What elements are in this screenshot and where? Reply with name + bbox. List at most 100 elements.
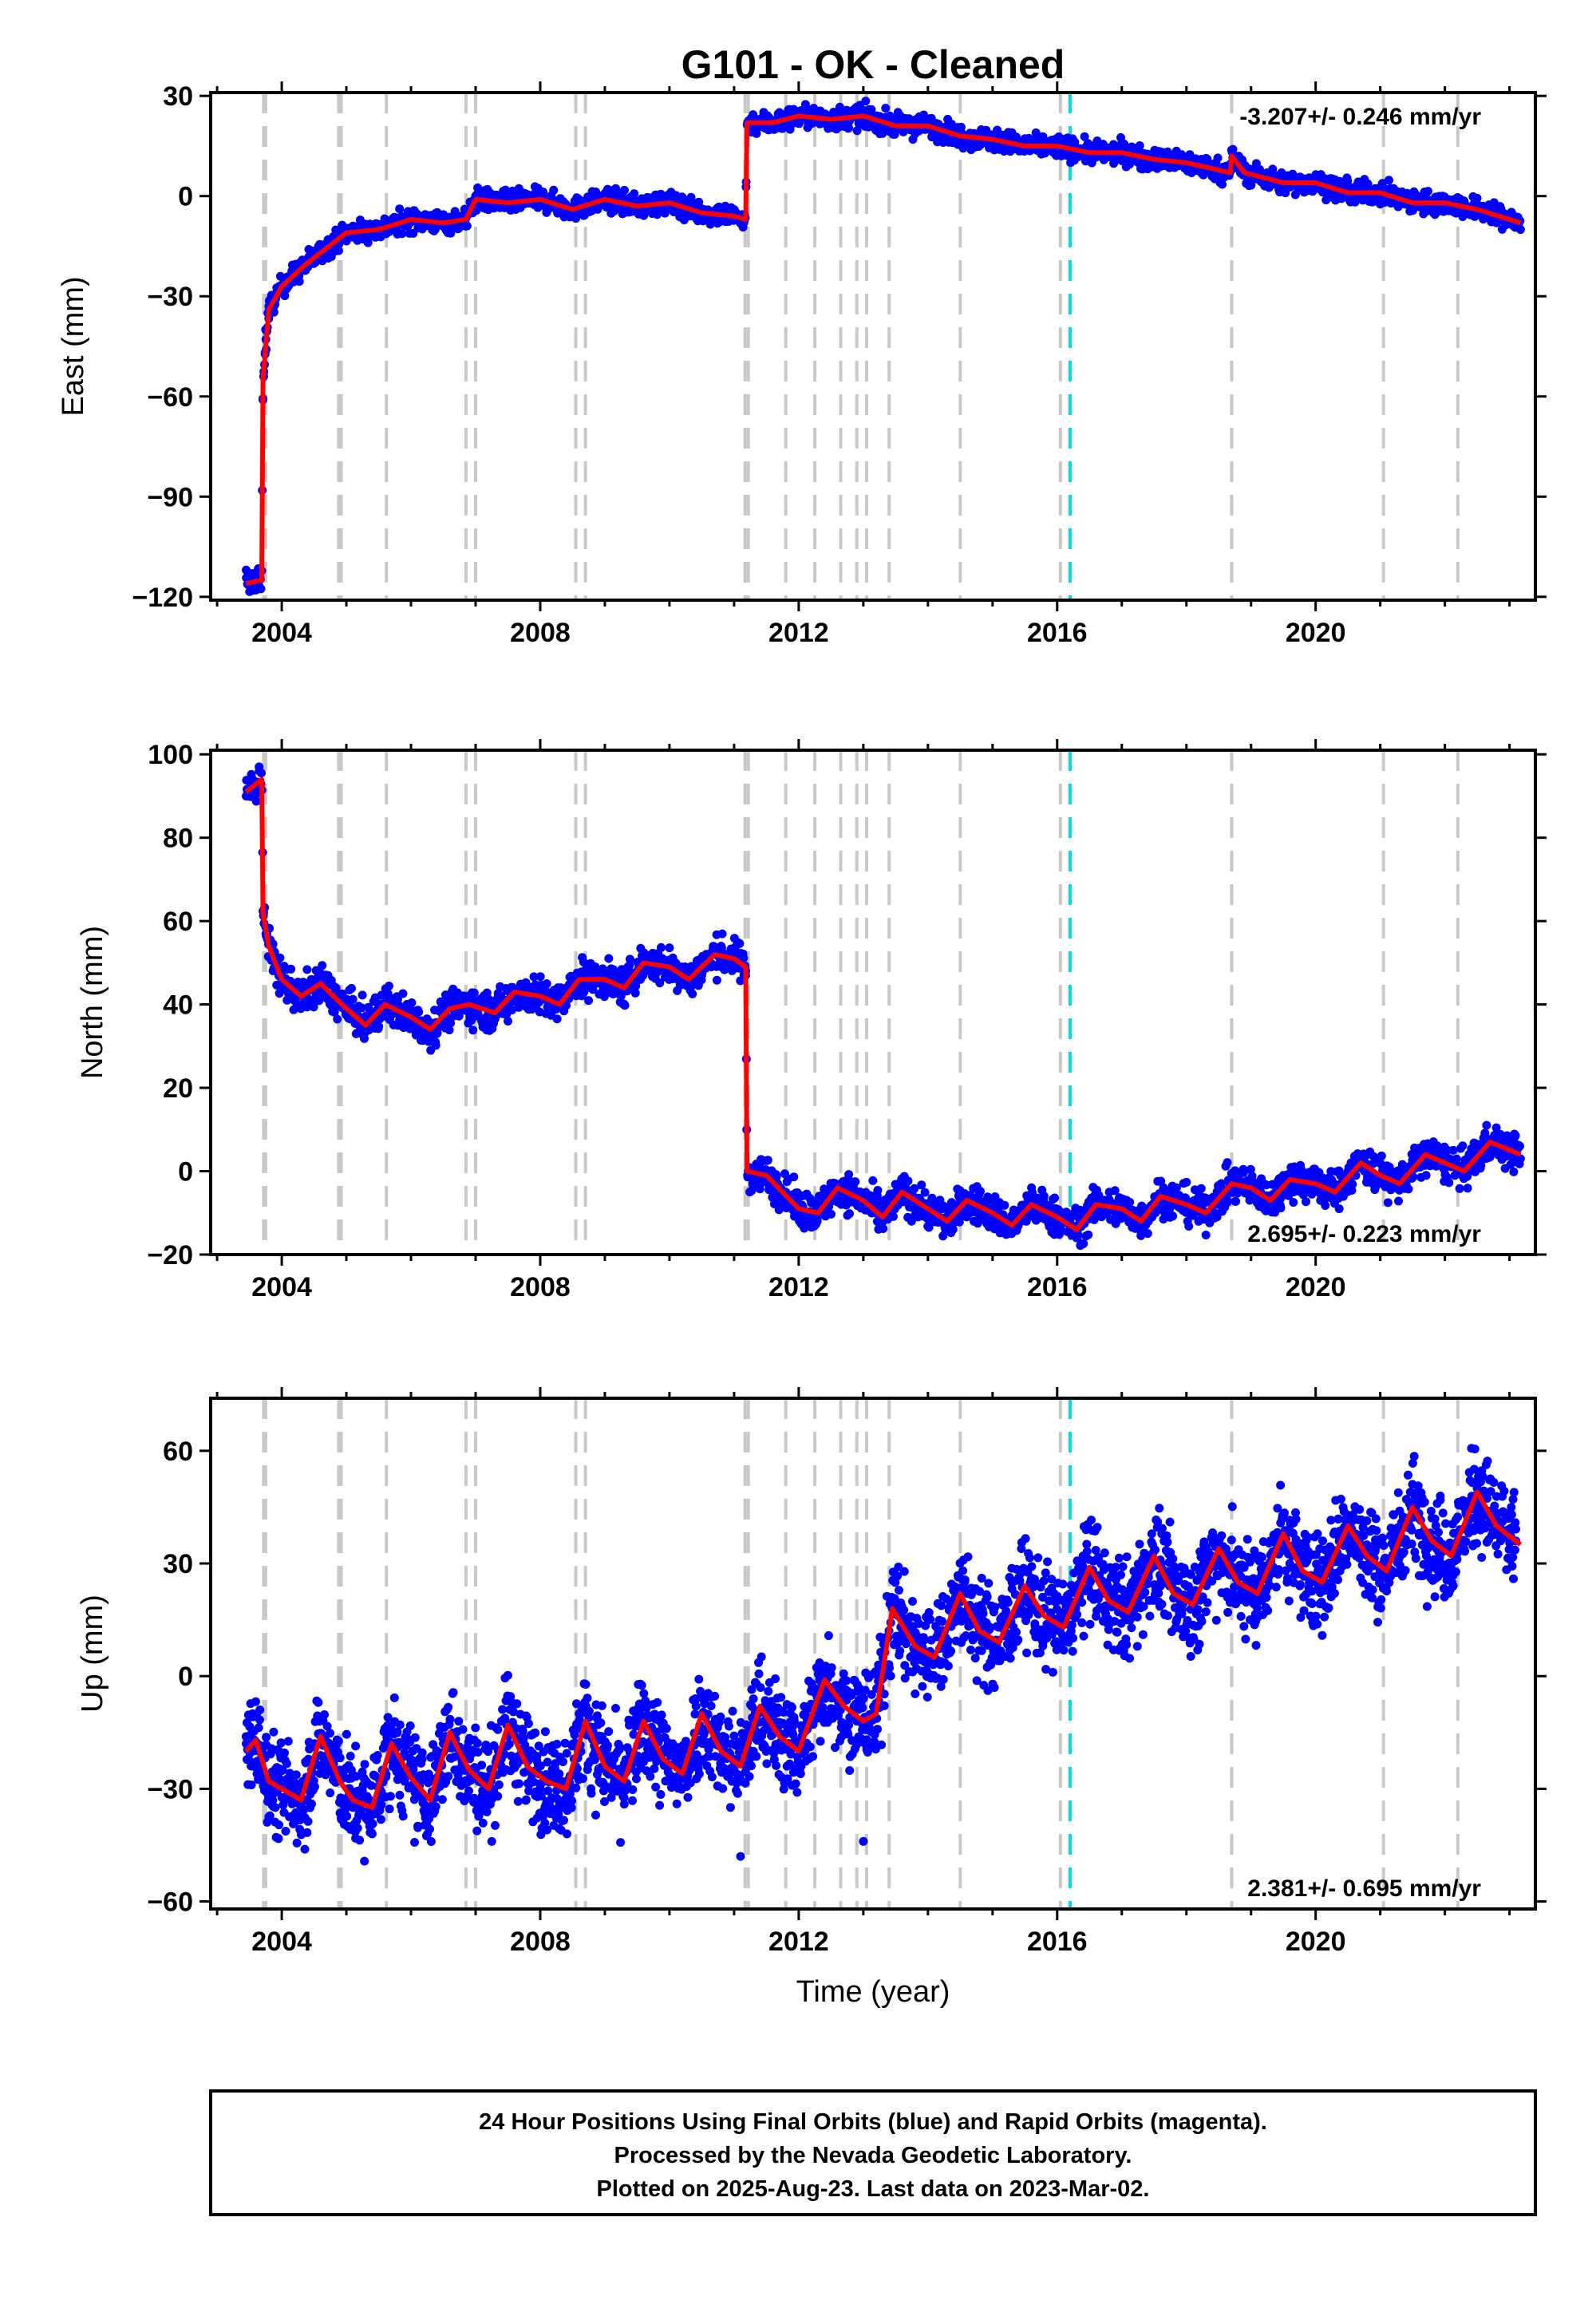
data-point (1079, 1239, 1088, 1248)
data-point (657, 943, 666, 952)
y-tick-label: −90 (147, 482, 193, 512)
data-point (269, 307, 279, 317)
data-point (1070, 137, 1080, 147)
data-point (1120, 140, 1129, 149)
x-tick-label: 2012 (768, 618, 829, 648)
data-point (357, 1003, 366, 1013)
data-point (251, 796, 261, 806)
data-point (462, 221, 472, 231)
data-point (694, 197, 704, 207)
data-point (1246, 1164, 1255, 1174)
data-point (1321, 1201, 1330, 1210)
data-point (1302, 1197, 1310, 1207)
data-point (330, 1007, 339, 1017)
data-point (407, 998, 417, 1007)
data-point (257, 769, 266, 778)
data-point (1421, 1171, 1431, 1180)
data-point (844, 1170, 854, 1180)
data-point (867, 105, 876, 114)
data-point (1213, 153, 1223, 163)
data-point (282, 995, 292, 1005)
data-point (881, 104, 891, 113)
data-point (827, 1209, 836, 1219)
daily-positions-series (242, 762, 1525, 1251)
data-point (1452, 1154, 1461, 1164)
data-point (1394, 1196, 1403, 1206)
data-point (697, 975, 706, 985)
data-point (348, 994, 358, 1004)
data-point (844, 123, 854, 132)
data-point (789, 1172, 799, 1182)
data-point (717, 929, 727, 939)
data-point (630, 189, 639, 199)
data-point (852, 126, 862, 136)
data-point (1084, 1230, 1093, 1239)
data-point (414, 1007, 424, 1017)
data-point (256, 584, 266, 594)
data-point (1455, 1184, 1464, 1193)
data-point (739, 953, 749, 962)
y-tick-label: 30 (163, 81, 193, 112)
data-point (314, 996, 324, 1006)
data-point (393, 994, 402, 1004)
event-lines (262, 93, 1460, 600)
data-point (1463, 1184, 1472, 1193)
data-point (542, 979, 551, 989)
data-point (1184, 1222, 1194, 1231)
data-point (334, 246, 343, 255)
data-point (1238, 1168, 1248, 1177)
data-point (630, 988, 640, 998)
data-point (845, 1209, 854, 1219)
data-point (920, 1188, 930, 1197)
data-point (1171, 1183, 1181, 1192)
data-point (1472, 193, 1482, 203)
data-point (1383, 1198, 1393, 1207)
data-point (286, 964, 296, 974)
data-point (712, 975, 721, 985)
data-point (397, 229, 407, 239)
data-point (247, 769, 256, 779)
data-point (363, 238, 373, 247)
data-point (1073, 1230, 1083, 1239)
data-point (752, 128, 761, 138)
data-point (468, 1026, 478, 1035)
data-point (1124, 160, 1134, 169)
data-point (1143, 1229, 1152, 1239)
data-point (584, 996, 594, 1006)
data-point (1424, 187, 1432, 196)
data-point (374, 1022, 384, 1031)
data-point (1080, 132, 1089, 141)
x-tick-label: 2008 (510, 618, 571, 648)
data-point (318, 961, 327, 970)
data-point (1444, 1178, 1454, 1188)
daily-positions-series (242, 97, 1525, 596)
data-point (625, 954, 634, 964)
data-point (1182, 1177, 1191, 1187)
data-point (1000, 1200, 1009, 1210)
data-point (549, 185, 559, 195)
data-point (924, 1223, 934, 1232)
data-point (1458, 1141, 1468, 1151)
data-point (275, 953, 285, 962)
data-point (755, 1184, 764, 1194)
data-point (616, 991, 626, 1001)
data-point (484, 994, 493, 1004)
y-tick-label: −120 (132, 583, 193, 613)
data-point (469, 988, 479, 998)
data-point (1165, 1204, 1175, 1214)
data-point (1290, 190, 1300, 200)
data-point (1334, 1204, 1344, 1214)
data-point (358, 990, 367, 1000)
data-point (954, 1217, 964, 1227)
data-point (535, 972, 545, 982)
data-point (917, 1180, 926, 1190)
model-fit-line (245, 113, 1522, 587)
data-point (444, 1026, 454, 1035)
y-tick-label: −30 (147, 282, 193, 312)
data-point (868, 1176, 878, 1185)
data-point (1268, 164, 1278, 174)
figure-title: G101 - OK - Cleaned (681, 42, 1065, 87)
data-point (431, 1041, 440, 1050)
data-point (686, 192, 696, 202)
